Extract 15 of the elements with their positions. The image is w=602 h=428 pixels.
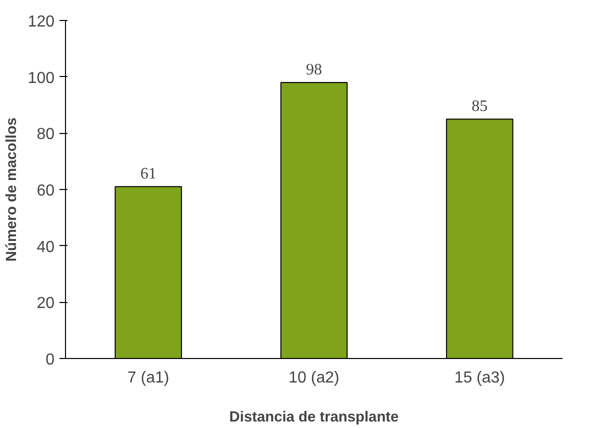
y-tick-label: 60 <box>36 182 55 200</box>
data-label: 85 <box>472 98 488 116</box>
y-tick-label: 40 <box>36 238 55 256</box>
x-tick-label: 15 (a3) <box>454 370 506 386</box>
y-axis-title: Número de macollos <box>4 117 20 262</box>
x-tick-label: 7 (a1) <box>127 370 170 386</box>
y-tick-label: 120 <box>28 14 55 30</box>
y-tick-label: 80 <box>36 126 55 144</box>
x-tick-label: 10 (a2) <box>288 370 340 386</box>
data-label: 98 <box>306 61 322 78</box>
y-tick-label: 20 <box>36 295 55 312</box>
x-axis-title: Distancia de transplante <box>229 410 399 426</box>
y-tick-label: 0 <box>46 352 55 368</box>
data-label: 61 <box>140 166 156 183</box>
y-tick-label: 100 <box>28 70 55 87</box>
